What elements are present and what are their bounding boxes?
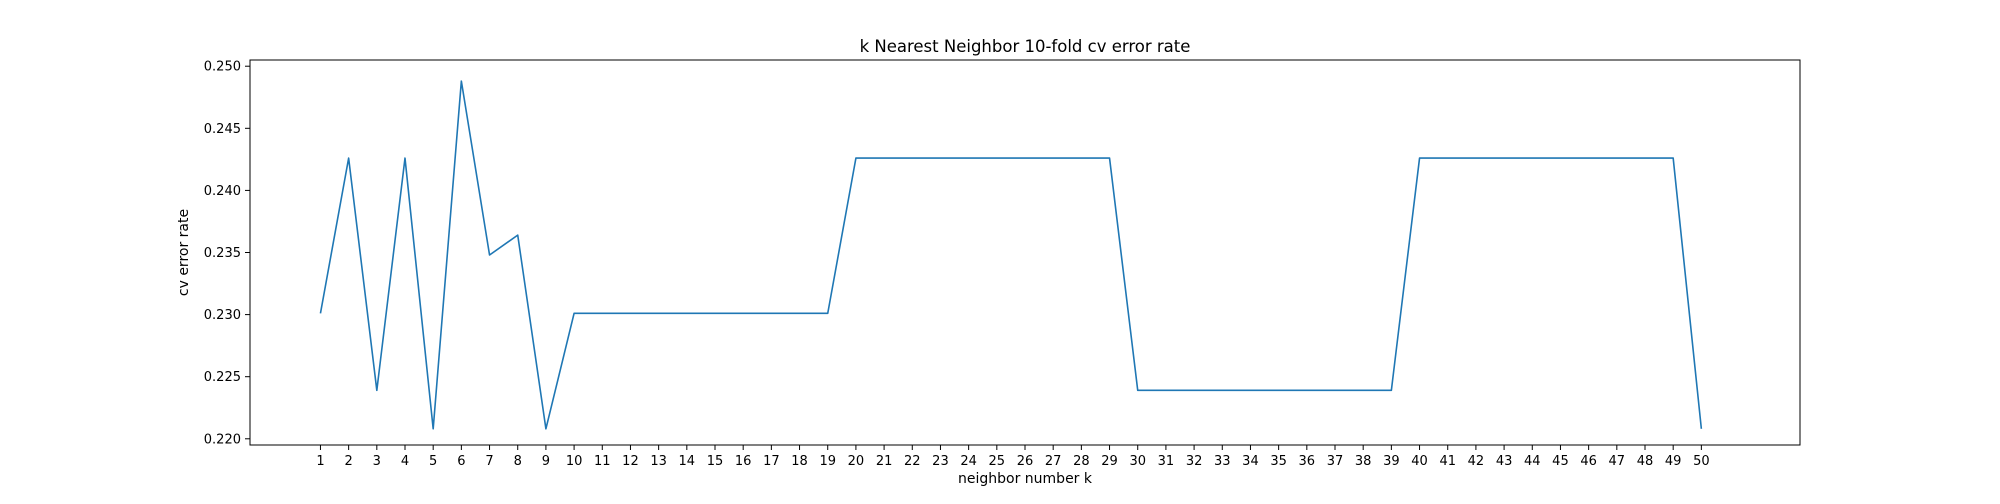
x-tick-label: 49: [1665, 454, 1682, 469]
x-tick-label: 10: [566, 454, 583, 469]
y-axis-title: cv error rate: [176, 209, 192, 296]
x-tick-label: 18: [791, 454, 808, 469]
x-tick-label: 25: [989, 454, 1006, 469]
y-tick-label: 0.235: [204, 246, 241, 261]
x-tick-label: 33: [1214, 454, 1231, 469]
x-tick-label: 17: [763, 454, 780, 469]
x-tick-label: 1: [316, 454, 324, 469]
y-tick-label: 0.225: [204, 370, 241, 385]
x-tick-label: 5: [429, 454, 437, 469]
x-tick-label: 23: [932, 454, 949, 469]
y-tick-label: 0.220: [204, 432, 241, 447]
x-tick-label: 31: [1158, 454, 1175, 469]
x-tick-label: 3: [373, 454, 381, 469]
x-tick-label: 39: [1383, 454, 1400, 469]
x-tick-label: 44: [1524, 454, 1541, 469]
x-tick-label: 38: [1355, 454, 1372, 469]
x-axis-ticks: 1 2 3 4 5 6 7 8 9 10 11 12 13 14 15 16 17 18 19 20 21 22 23 24 2…: [316, 445, 1710, 469]
x-tick-label: 28: [1073, 454, 1090, 469]
y-tick-label: 0.245: [204, 122, 241, 137]
x-tick-label: 20: [848, 454, 865, 469]
x-tick-label: 46: [1580, 454, 1597, 469]
x-tick-label: 13: [650, 454, 667, 469]
x-tick-label: 21: [876, 454, 893, 469]
x-tick-label: 29: [1101, 454, 1118, 469]
x-tick-label: 9: [542, 454, 550, 469]
x-tick-label: 14: [679, 454, 696, 469]
x-tick-label: 37: [1327, 454, 1344, 469]
x-tick-label: 22: [904, 454, 921, 469]
x-tick-label: 11: [594, 454, 611, 469]
x-tick-label: 19: [819, 454, 836, 469]
x-tick-label: 40: [1411, 454, 1428, 469]
x-tick-label: 47: [1609, 454, 1626, 469]
x-tick-label: 6: [457, 454, 465, 469]
x-tick-label: 50: [1693, 454, 1710, 469]
x-tick-label: 30: [1129, 454, 1146, 469]
x-tick-label: 45: [1552, 454, 1569, 469]
x-tick-label: 2: [344, 454, 352, 469]
x-tick-label: 34: [1242, 454, 1259, 469]
x-tick-label: 4: [401, 454, 409, 469]
y-tick-label: 0.240: [204, 184, 241, 199]
x-tick-label: 48: [1637, 454, 1654, 469]
x-tick-label: 16: [735, 454, 752, 469]
y-axis-ticks: 0.220 0.225 0.230 0.235 0.240 0.245 0.250: [204, 60, 250, 447]
x-axis-title: neighbor number k: [958, 471, 1093, 487]
plot-frame: [249, 59, 1801, 446]
x-tick-label: 26: [1017, 454, 1034, 469]
x-tick-label: 32: [1186, 454, 1203, 469]
y-tick-label: 0.230: [204, 308, 241, 323]
x-tick-label: 8: [514, 454, 522, 469]
series-line: [319, 80, 1703, 430]
x-tick-label: 35: [1270, 454, 1287, 469]
x-tick-label: 42: [1468, 454, 1485, 469]
x-tick-label: 36: [1299, 454, 1316, 469]
y-tick-label: 0.250: [204, 60, 241, 75]
x-tick-label: 43: [1496, 454, 1513, 469]
x-tick-label: 27: [1045, 454, 1062, 469]
x-tick-label: 41: [1439, 454, 1456, 469]
x-tick-label: 7: [485, 454, 493, 469]
x-tick-label: 24: [960, 454, 977, 469]
chart-title: k Nearest Neighbor 10-fold cv error rate: [860, 37, 1191, 56]
x-tick-label: 15: [707, 454, 724, 469]
x-tick-label: 12: [622, 454, 639, 469]
